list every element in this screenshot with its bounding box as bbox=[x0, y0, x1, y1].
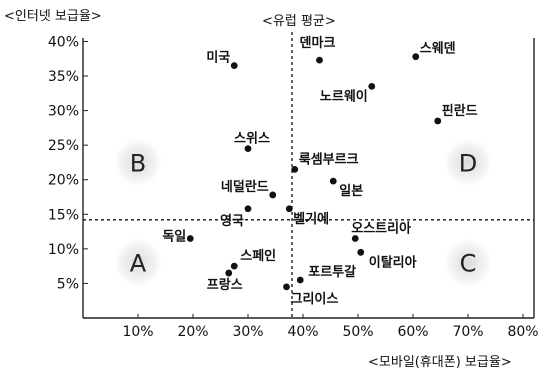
data-point bbox=[291, 165, 299, 173]
quadrant-halo bbox=[442, 236, 494, 289]
point-label: 덴마크 bbox=[300, 35, 336, 51]
data-point bbox=[230, 62, 238, 70]
quadrant-label: D bbox=[459, 149, 477, 177]
quadrant-label: C bbox=[460, 250, 477, 278]
point-label: 독일 bbox=[162, 229, 186, 244]
point-label: 스웨덴 bbox=[420, 41, 456, 57]
point-label: 그리이스 bbox=[291, 291, 339, 307]
point-label: 노르웨이 bbox=[320, 88, 368, 104]
point-label: 벨기에 bbox=[293, 211, 329, 227]
x-axis-label: <모바일(휴대폰) 보급율> bbox=[368, 355, 512, 370]
point-label: 이탈리아 bbox=[369, 254, 417, 270]
point-label: 프랑스 bbox=[207, 278, 243, 293]
data-point bbox=[244, 205, 252, 213]
point-label: 네덜란드 bbox=[221, 179, 269, 195]
data-point bbox=[412, 53, 420, 61]
y-tick-label: 35% bbox=[48, 69, 79, 85]
point-label: 영국 bbox=[220, 214, 244, 229]
data-point bbox=[357, 248, 365, 256]
point-label: 미국 bbox=[206, 50, 230, 66]
point-label: 오스트리아 bbox=[351, 220, 411, 236]
data-point bbox=[316, 56, 323, 64]
data-point bbox=[368, 82, 376, 90]
data-point bbox=[351, 235, 359, 242]
data-point bbox=[283, 283, 290, 291]
x-tick-label: 30% bbox=[232, 324, 263, 340]
y-tick-label: 10% bbox=[48, 242, 79, 258]
y-tick-label: 30% bbox=[48, 104, 79, 120]
quadrant-label: A bbox=[130, 250, 147, 278]
point-label: 스위스 bbox=[234, 132, 270, 147]
y-axis-label: <인터넷 보급율> bbox=[4, 9, 102, 24]
plot-area: 5% 10% 15% 20% 25% 30% 35% 40% 10% 20% 30% 40% 50% 60… bbox=[48, 32, 538, 340]
point-label: 일본 bbox=[339, 184, 363, 199]
x-tick-label: 80% bbox=[507, 324, 538, 340]
x-tick-label: 50% bbox=[342, 324, 373, 340]
quadrant-halo bbox=[112, 136, 164, 189]
y-tick-label: 5% bbox=[57, 276, 79, 292]
point-label: 스페인 bbox=[240, 248, 276, 264]
y-tick-label: 15% bbox=[48, 207, 79, 223]
data-point bbox=[186, 235, 194, 242]
point-label: 룩셈부르크 bbox=[299, 152, 359, 167]
quadrant-halo bbox=[442, 136, 494, 189]
x-tick-label: 20% bbox=[177, 324, 208, 340]
data-point bbox=[244, 145, 252, 153]
data-point bbox=[329, 177, 337, 185]
data-point bbox=[269, 191, 277, 199]
x-tick-label: 60% bbox=[397, 324, 428, 340]
point-label: 핀란드 bbox=[442, 103, 478, 119]
data-point bbox=[230, 262, 238, 270]
x-tick-label: 10% bbox=[122, 324, 153, 340]
y-tick-label: 25% bbox=[48, 138, 79, 154]
x-tick-label: 70% bbox=[452, 324, 483, 340]
data-point bbox=[296, 276, 304, 284]
quadrant-label: B bbox=[130, 149, 146, 177]
point-label: 포르투갈 bbox=[308, 265, 356, 280]
data-point bbox=[225, 269, 233, 277]
y-tick-label: 20% bbox=[48, 173, 79, 189]
data-point bbox=[285, 205, 293, 213]
y-tick-label: 40% bbox=[48, 34, 79, 50]
europe-average-label: <유럽 평균> bbox=[262, 14, 336, 29]
x-tick-label: 40% bbox=[287, 324, 318, 340]
data-point bbox=[434, 117, 442, 125]
quadrant-halo bbox=[112, 236, 164, 289]
